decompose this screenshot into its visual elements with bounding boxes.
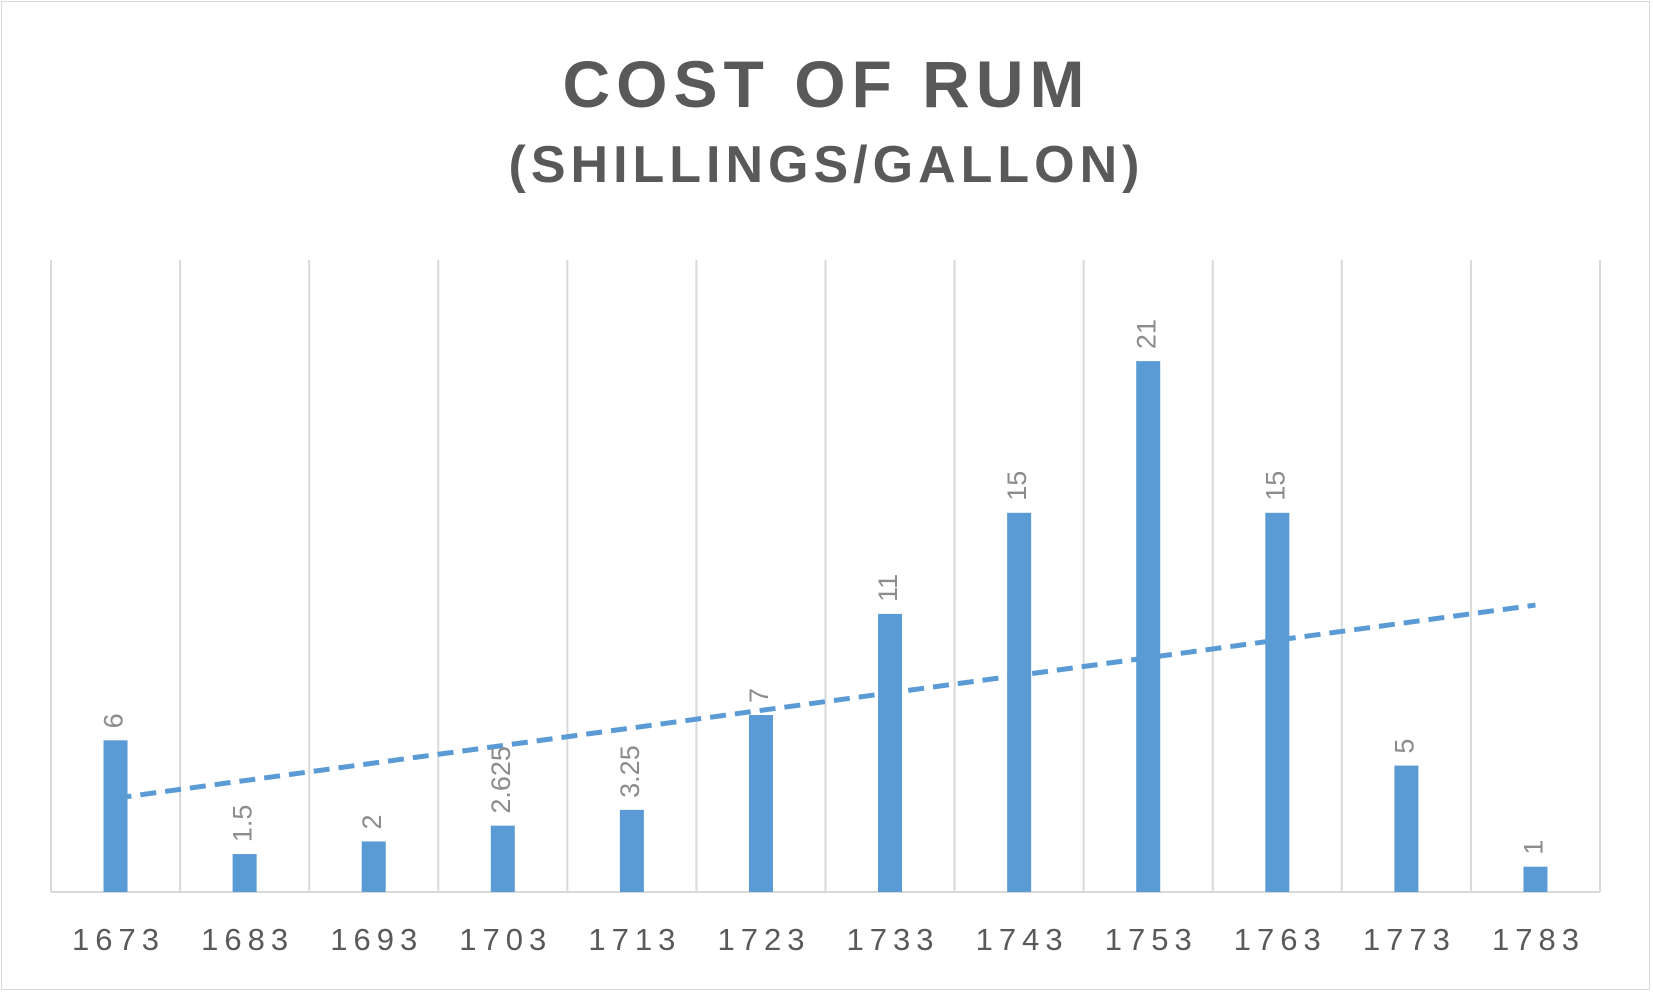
bar xyxy=(490,825,515,892)
x-tick-label: 1733 xyxy=(847,922,940,957)
x-tick-label: 1673 xyxy=(72,922,165,957)
x-tick-label: 1763 xyxy=(1234,922,1327,957)
bar xyxy=(232,854,257,892)
data-label: 21 xyxy=(1131,319,1161,349)
data-label: 1.5 xyxy=(228,805,258,843)
bar xyxy=(361,841,386,892)
trendline xyxy=(115,602,1536,801)
data-label: 3.25 xyxy=(615,745,645,798)
bar xyxy=(1007,512,1032,892)
data-label: 5 xyxy=(1390,739,1420,754)
bar xyxy=(1265,512,1290,892)
data-label: 6 xyxy=(99,713,129,728)
x-tick-label: 1703 xyxy=(459,922,552,957)
data-label: 2 xyxy=(357,814,387,829)
bar xyxy=(1394,765,1419,892)
x-tick-label: 1743 xyxy=(976,922,1069,957)
x-tick-label: 1693 xyxy=(330,922,423,957)
bar xyxy=(878,613,903,892)
data-label: 15 xyxy=(1002,471,1032,501)
data-label: 1 xyxy=(1519,840,1549,855)
data-label: 7 xyxy=(744,688,774,703)
chart-subtitle: (SHILLINGS/GALLON) xyxy=(508,136,1145,194)
x-tick-label: 1783 xyxy=(1492,922,1585,957)
bar xyxy=(103,740,128,892)
data-label: 11 xyxy=(873,574,903,602)
bar xyxy=(1136,361,1161,892)
bar xyxy=(1523,866,1548,892)
x-tick-label: 1753 xyxy=(1105,922,1198,957)
data-label: 15 xyxy=(1260,471,1290,501)
chart-title: COST OF RUM xyxy=(562,47,1091,121)
x-tick-label: 1723 xyxy=(717,922,810,957)
x-tick-label: 1713 xyxy=(588,922,681,957)
bar xyxy=(748,715,773,892)
x-tick-label: 1773 xyxy=(1363,922,1456,957)
x-tick-label: 1683 xyxy=(201,922,294,957)
data-label: 2.625 xyxy=(486,746,516,814)
bar xyxy=(619,809,644,892)
